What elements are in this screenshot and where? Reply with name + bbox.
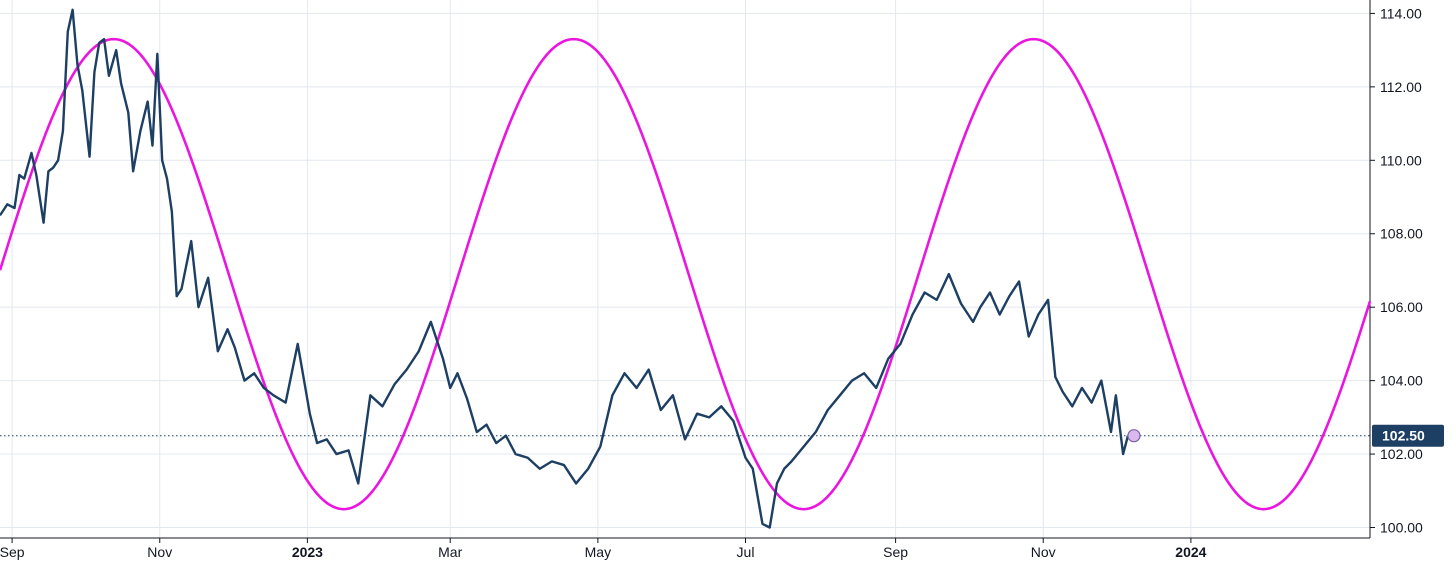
y-tick-label: 114.00	[1380, 5, 1422, 21]
axis-layer	[0, 0, 1375, 543]
x-tick-label: 2023	[292, 544, 323, 560]
last-price-marker	[1127, 429, 1141, 443]
x-tick-label: Nov	[1031, 544, 1056, 560]
y-tick-label: 104.00	[1380, 373, 1423, 389]
marker-layer	[1127, 429, 1141, 443]
last-price-tag-label: 102.50	[1382, 428, 1425, 444]
x-tick-label: Sep	[0, 544, 25, 560]
x-tick-label: Mar	[438, 544, 462, 560]
y-tick-label: 106.00	[1380, 299, 1423, 315]
label-layer: 100.00 102.00 104.00 106.00 108.00 110.00 112.…	[0, 5, 1444, 560]
x-tick-label: Sep	[883, 544, 908, 560]
cycle-sine-line	[0, 37, 1372, 511]
last-price-tag	[1372, 424, 1444, 447]
series-layer	[0, 8, 1372, 529]
price-line	[0, 8, 1130, 529]
y-tick-label: 112.00	[1380, 79, 1422, 95]
x-tick-label: Jul	[737, 544, 755, 560]
x-tick-label: 2024	[1175, 544, 1206, 560]
x-tick-label: Nov	[147, 544, 172, 560]
x-tick-label: May	[585, 544, 611, 560]
y-tick-label: 100.00	[1380, 520, 1423, 536]
y-tick-label: 110.00	[1380, 152, 1422, 168]
y-tick-label: 108.00	[1380, 226, 1423, 242]
y-tick-label: 102.00	[1380, 446, 1423, 462]
grid-layer	[0, 0, 1370, 538]
